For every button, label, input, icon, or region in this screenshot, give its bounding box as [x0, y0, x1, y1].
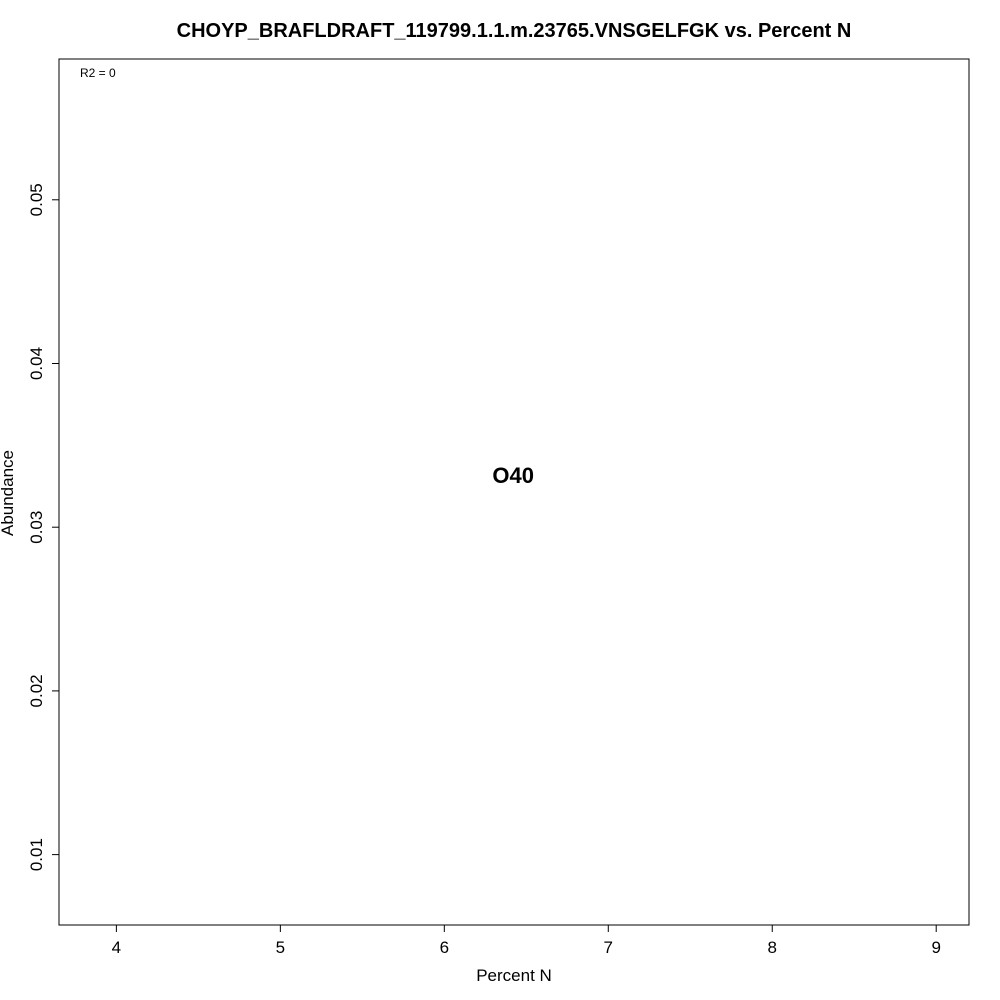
x-tick-label: 4 — [112, 938, 121, 957]
x-tick-label: 6 — [440, 938, 449, 957]
y-axis-label: Abundance — [0, 450, 17, 536]
y-tick-label: 0.03 — [27, 511, 46, 544]
y-tick-label: 0.02 — [27, 674, 46, 707]
x-tick-label: 8 — [768, 938, 777, 957]
y-tick-label: 0.05 — [27, 183, 46, 216]
y-tick-label: 0.01 — [27, 838, 46, 871]
x-tick-label: 5 — [276, 938, 285, 957]
x-tick-label: 9 — [931, 938, 940, 957]
plot-frame — [58, 58, 970, 926]
data-points: O40 — [492, 463, 534, 488]
x-axis: 4 5 6 7 8 9 — [112, 925, 941, 957]
data-point-label: O40 — [492, 463, 534, 488]
x-axis-label: Percent N — [476, 966, 552, 985]
r2-annotation: R2 = 0 — [80, 66, 116, 80]
chart-title: CHOYP_BRAFLDRAFT_119799.1.1.m.23765.VNSG… — [177, 20, 852, 42]
x-tick-label: 7 — [604, 938, 613, 957]
y-axis: 0.01 0.02 0.03 0.04 0.05 — [27, 183, 59, 871]
y-tick-label: 0.04 — [27, 347, 46, 380]
